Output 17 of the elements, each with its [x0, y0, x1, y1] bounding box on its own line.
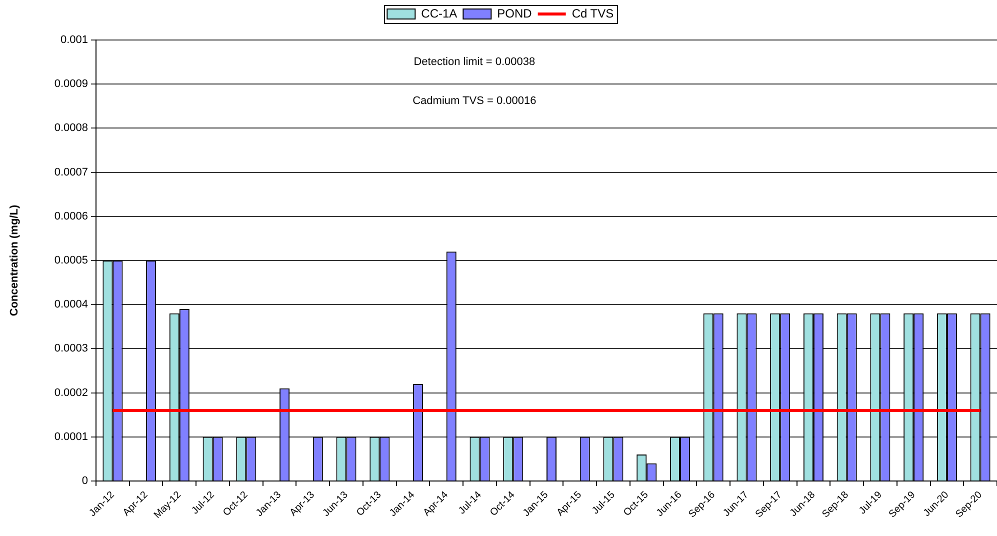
- y-tick-label: 0.0006: [54, 210, 88, 222]
- y-axis-title: Concentration (mg/L): [8, 204, 21, 316]
- y-tick-label: 0.0001: [54, 430, 88, 443]
- y-tick-label: 0.0003: [54, 342, 88, 355]
- y-tick-label: 0.0005: [54, 254, 88, 267]
- y-tick-label: 0.0004: [54, 298, 88, 311]
- y-tick-label: 0.0008: [54, 122, 88, 134]
- y-tick-label: 0: [82, 475, 88, 488]
- y-tick-label: 0.0007: [54, 166, 88, 178]
- legend-label: POND: [497, 6, 532, 20]
- y-tick-label: 0.001: [60, 34, 88, 46]
- annotation: Cadmium TVS = 0.00016: [412, 95, 536, 108]
- legend-label: Cd TVS: [572, 6, 614, 20]
- annotation: Detection limit = 0.00038: [414, 56, 536, 68]
- legend-label: CC-1A: [421, 6, 458, 20]
- y-tick-label: 0.0002: [54, 386, 88, 399]
- y-tick-label: 0.0009: [54, 78, 88, 90]
